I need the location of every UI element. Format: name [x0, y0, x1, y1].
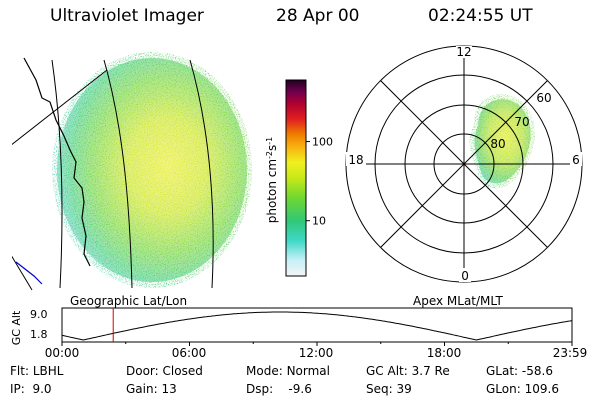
observation-date: 28 Apr 00 [276, 6, 360, 26]
auroral-oval-core [474, 99, 531, 184]
timeline-xtick: 23:59 [553, 346, 588, 360]
color-scale: 100 10 photon cm-2s-1 [265, 79, 333, 277]
instrument-title: Ultraviolet Imager [50, 6, 204, 26]
mlt-label-12: 12 [456, 45, 471, 59]
coastline-blue [15, 261, 43, 285]
observation-time: 02:24:55 UT [428, 6, 533, 26]
meridian-line [12, 69, 108, 145]
color-bar-tick-label: 10 [312, 215, 326, 228]
color-bar-label: photon cm-2s-1 [265, 137, 279, 224]
auroral-emission-core [57, 58, 247, 282]
altitude-curve [61, 311, 573, 341]
color-bar [285, 79, 307, 277]
orbit-timeline: GC Alt 9.0 1.8 00:00 06:00 12:00 18:00 2… [10, 307, 588, 360]
mlt-label-0: 0 [461, 269, 469, 283]
mlt-label-18: 18 [348, 153, 363, 167]
mlt-label-6: 6 [572, 153, 580, 167]
mode-info: Mode: Normal [246, 364, 330, 378]
geo-caption: Geographic Lat/Lon [70, 294, 188, 308]
timeline-xtick: 06:00 [172, 346, 207, 360]
meridian-line [103, 59, 133, 289]
gain-info: Gain: 13 [126, 382, 177, 396]
gc-alt-info: GC Alt: 3.7 Re [366, 364, 450, 378]
color-bar-tick-label: 100 [312, 136, 333, 149]
filter-info: Flt: LBHL [10, 364, 64, 378]
timeline-ytick: 9.0 [30, 308, 48, 321]
coastline [23, 57, 91, 267]
glat-info: GLat: -58.6 [486, 364, 553, 378]
timeline-ytick: 1.8 [30, 328, 48, 341]
meridian-line [189, 59, 214, 289]
seq-info: Seq: 39 [366, 382, 412, 396]
ip-info: IP: 9.0 [10, 382, 52, 396]
door-info: Door: Closed [126, 364, 203, 378]
timeline-xtick: 12:00 [299, 346, 334, 360]
geographic-image [12, 52, 252, 291]
lat-label-70: 70 [514, 115, 529, 129]
polar-caption: Apex MLat/MLT [413, 294, 503, 308]
timeline-ylabel: GC Alt [10, 310, 23, 345]
timeline-xtick: 00:00 [45, 346, 80, 360]
polar-plot: 12 0 18 6 60 70 80 [345, 45, 583, 283]
lat-label-80: 80 [490, 137, 505, 151]
dsp-info: Dsp: -9.6 [246, 382, 312, 396]
lat-label-60: 60 [536, 91, 551, 105]
glon-info: GLon: 109.6 [486, 382, 559, 396]
meridian-line [51, 59, 63, 289]
mlt-line [380, 80, 548, 248]
timeline-xtick: 18:00 [427, 346, 462, 360]
meridian-line [12, 255, 33, 291]
